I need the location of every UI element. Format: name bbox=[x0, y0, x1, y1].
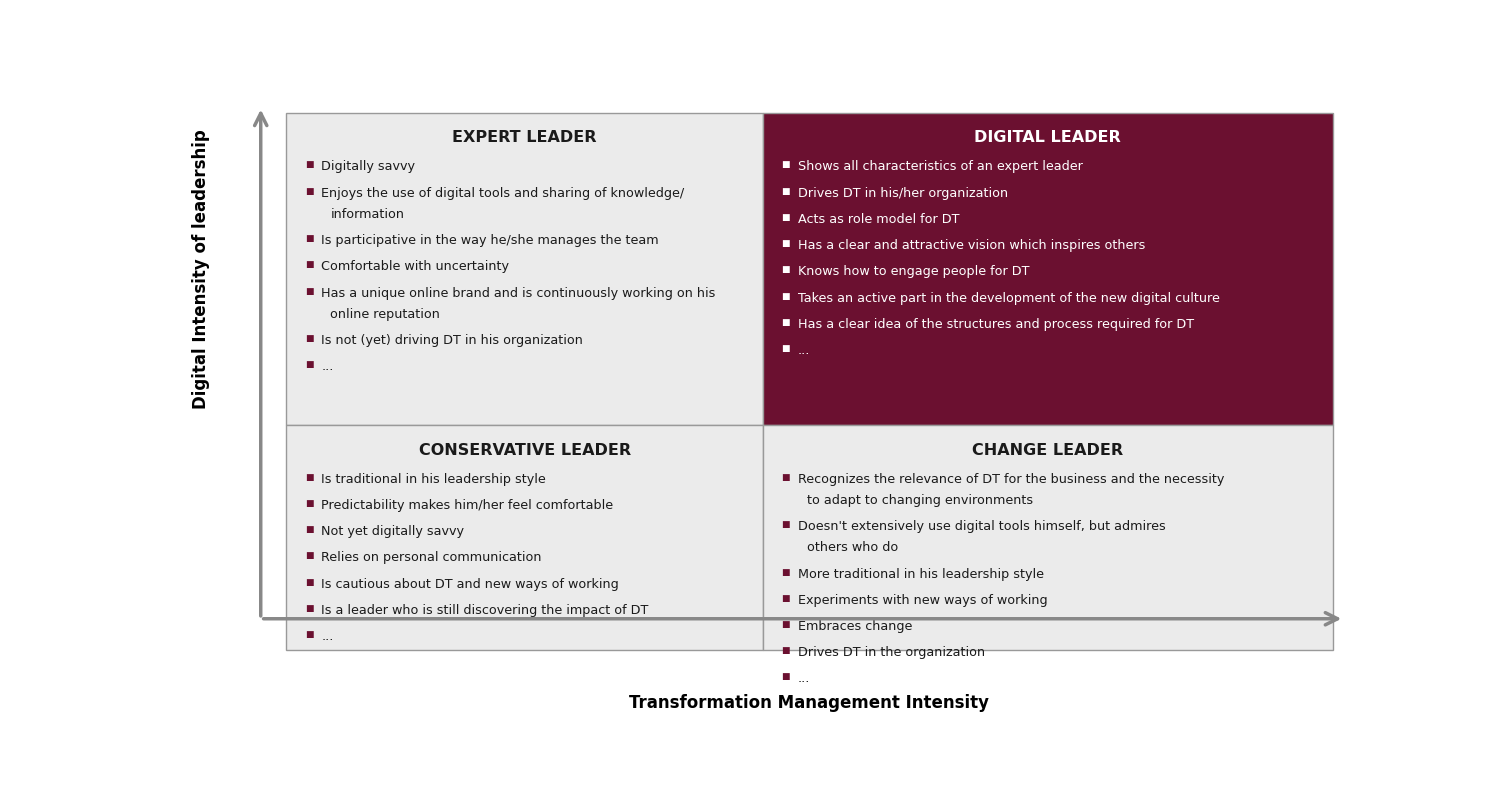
Text: Takes an active part in the development of the new digital culture: Takes an active part in the development … bbox=[798, 291, 1220, 304]
Text: ■: ■ bbox=[782, 212, 790, 222]
Text: ■: ■ bbox=[304, 551, 313, 560]
Text: ■: ■ bbox=[304, 161, 313, 169]
Text: ■: ■ bbox=[782, 473, 790, 482]
Text: Comfortable with uncertainty: Comfortable with uncertainty bbox=[321, 260, 508, 273]
Text: CONSERVATIVE LEADER: CONSERVATIVE LEADER bbox=[419, 443, 630, 457]
Text: Is participative in the way he/she manages the team: Is participative in the way he/she manag… bbox=[321, 234, 658, 247]
Text: information: information bbox=[330, 208, 405, 221]
Text: ■: ■ bbox=[304, 187, 313, 195]
Text: ■: ■ bbox=[782, 568, 790, 577]
Text: ■: ■ bbox=[782, 344, 790, 353]
Text: ■: ■ bbox=[782, 161, 790, 169]
Text: ...: ... bbox=[321, 630, 333, 643]
Text: Acts as role model for DT: Acts as role model for DT bbox=[798, 212, 960, 225]
Text: ■: ■ bbox=[304, 473, 313, 482]
Text: Drives DT in the organization: Drives DT in the organization bbox=[798, 646, 986, 659]
Text: Digital Intensity of leadership: Digital Intensity of leadership bbox=[192, 129, 210, 409]
Text: ■: ■ bbox=[782, 620, 790, 629]
Text: ■: ■ bbox=[304, 603, 313, 613]
Text: ■: ■ bbox=[782, 265, 790, 274]
Text: EXPERT LEADER: EXPERT LEADER bbox=[453, 131, 597, 145]
Text: ...: ... bbox=[798, 672, 810, 685]
Text: Is a leader who is still discovering the impact of DT: Is a leader who is still discovering the… bbox=[321, 603, 648, 616]
Text: Is traditional in his leadership style: Is traditional in his leadership style bbox=[321, 473, 546, 486]
Bar bbox=[286, 113, 764, 425]
Text: Embraces change: Embraces change bbox=[798, 620, 912, 633]
Bar bbox=[286, 425, 764, 650]
Text: ■: ■ bbox=[782, 291, 790, 301]
Text: ■: ■ bbox=[782, 594, 790, 603]
Text: Has a clear idea of the structures and process required for DT: Has a clear idea of the structures and p… bbox=[798, 318, 1194, 331]
Bar bbox=[764, 425, 1332, 650]
Text: ■: ■ bbox=[782, 318, 790, 327]
Text: DIGITAL LEADER: DIGITAL LEADER bbox=[975, 131, 1120, 145]
Text: ■: ■ bbox=[304, 234, 313, 243]
Text: Is cautious about DT and new ways of working: Is cautious about DT and new ways of wor… bbox=[321, 577, 620, 590]
Text: ...: ... bbox=[798, 344, 810, 357]
Text: Doesn't extensively use digital tools himself, but admires: Doesn't extensively use digital tools hi… bbox=[798, 520, 1166, 533]
Text: ■: ■ bbox=[782, 646, 790, 655]
Text: Relies on personal communication: Relies on personal communication bbox=[321, 551, 542, 564]
Text: ■: ■ bbox=[304, 286, 313, 295]
Text: to adapt to changing environments: to adapt to changing environments bbox=[807, 494, 1033, 507]
Text: ■: ■ bbox=[304, 260, 313, 269]
Text: ■: ■ bbox=[782, 520, 790, 529]
Text: ■: ■ bbox=[304, 525, 313, 534]
Bar bbox=[764, 113, 1332, 425]
Text: Drives DT in his/her organization: Drives DT in his/her organization bbox=[798, 187, 1008, 200]
Text: Experiments with new ways of working: Experiments with new ways of working bbox=[798, 594, 1047, 607]
Text: Has a unique online brand and is continuously working on his: Has a unique online brand and is continu… bbox=[321, 286, 716, 299]
Text: Is not (yet) driving DT in his organization: Is not (yet) driving DT in his organizat… bbox=[321, 334, 584, 347]
Text: Recognizes the relevance of DT for the business and the necessity: Recognizes the relevance of DT for the b… bbox=[798, 473, 1224, 486]
Text: ...: ... bbox=[321, 360, 333, 373]
Text: Knows how to engage people for DT: Knows how to engage people for DT bbox=[798, 265, 1029, 278]
Text: ■: ■ bbox=[304, 360, 313, 369]
Text: Has a clear and attractive vision which inspires others: Has a clear and attractive vision which … bbox=[798, 239, 1144, 252]
Text: ■: ■ bbox=[782, 239, 790, 248]
Text: others who do: others who do bbox=[807, 541, 898, 554]
Text: ■: ■ bbox=[304, 499, 313, 508]
Text: ■: ■ bbox=[304, 577, 313, 586]
Text: Digitally savvy: Digitally savvy bbox=[321, 161, 416, 174]
Text: ■: ■ bbox=[304, 334, 313, 343]
Text: ■: ■ bbox=[304, 630, 313, 639]
Text: ■: ■ bbox=[782, 187, 790, 195]
Text: Not yet digitally savvy: Not yet digitally savvy bbox=[321, 525, 464, 538]
Text: Shows all characteristics of an expert leader: Shows all characteristics of an expert l… bbox=[798, 161, 1083, 174]
Text: Enjoys the use of digital tools and sharing of knowledge/: Enjoys the use of digital tools and shar… bbox=[321, 187, 684, 200]
Text: More traditional in his leadership style: More traditional in his leadership style bbox=[798, 568, 1044, 581]
Text: Predictability makes him/her feel comfortable: Predictability makes him/her feel comfor… bbox=[321, 499, 614, 512]
Text: online reputation: online reputation bbox=[330, 307, 441, 321]
Text: Transformation Management Intensity: Transformation Management Intensity bbox=[630, 694, 990, 712]
Text: CHANGE LEADER: CHANGE LEADER bbox=[972, 443, 1124, 457]
Text: ■: ■ bbox=[782, 672, 790, 681]
